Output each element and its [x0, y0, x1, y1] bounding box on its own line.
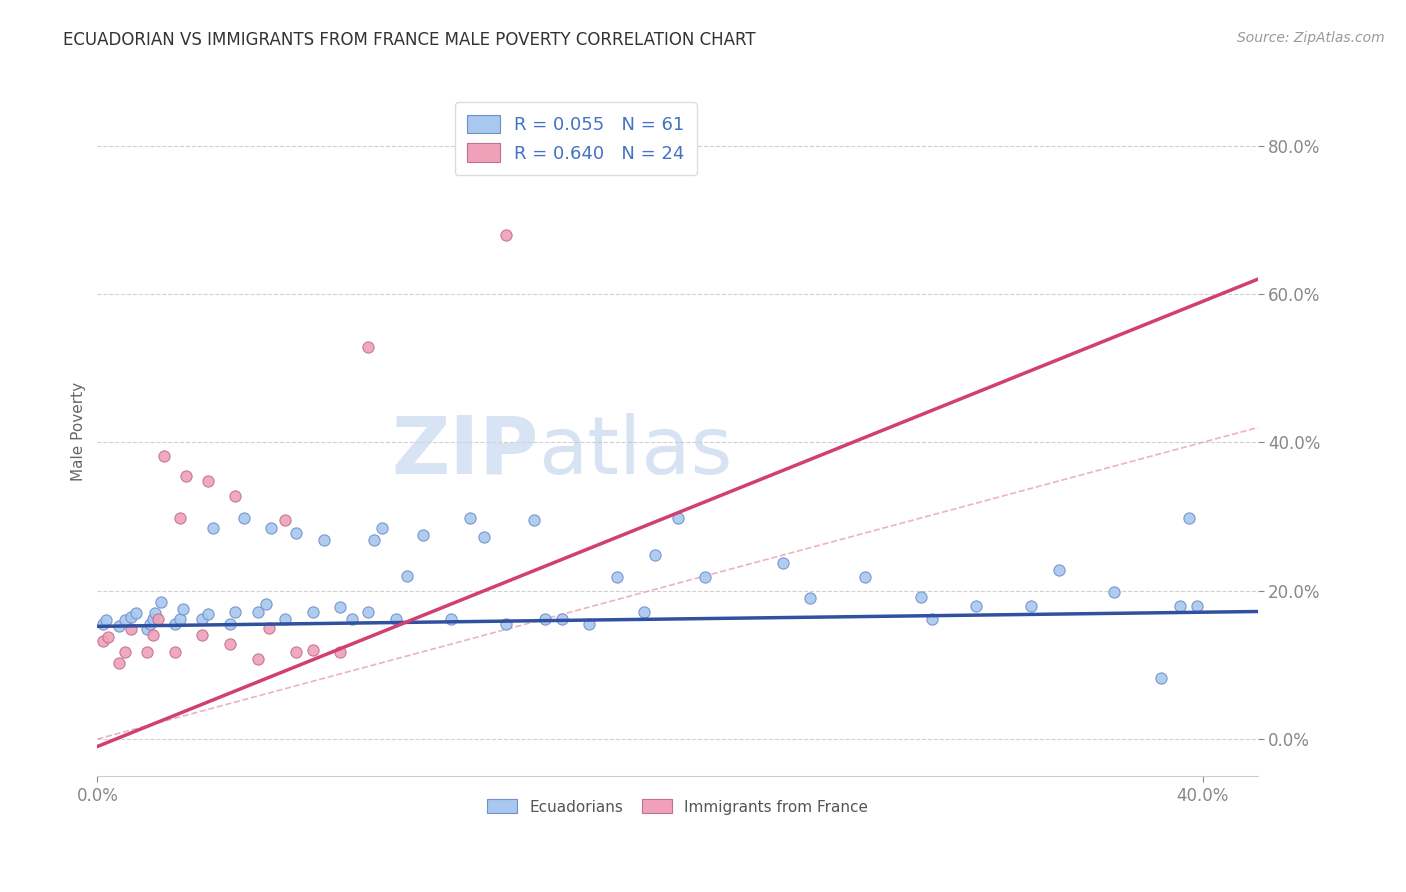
Point	[329, 644, 352, 658]
Point	[163, 644, 186, 658]
Point	[472, 530, 495, 544]
Point	[274, 513, 297, 527]
Point	[799, 591, 821, 606]
Point	[606, 570, 628, 584]
Point	[302, 605, 325, 619]
Point	[232, 511, 254, 525]
Point	[172, 602, 194, 616]
Text: atlas: atlas	[538, 413, 733, 491]
Point	[1177, 511, 1199, 525]
Point	[695, 570, 717, 584]
Point	[1047, 563, 1070, 577]
Point	[260, 521, 283, 535]
Point	[246, 652, 269, 666]
Point	[772, 556, 794, 570]
Point	[534, 612, 557, 626]
Point	[921, 612, 943, 626]
Point	[91, 617, 114, 632]
Point	[274, 612, 297, 626]
Point	[1170, 599, 1192, 613]
Point	[174, 468, 197, 483]
Point	[120, 609, 142, 624]
Point	[523, 513, 546, 527]
Point	[550, 612, 572, 626]
Point	[495, 227, 517, 242]
Point	[495, 617, 517, 632]
Point	[191, 628, 214, 642]
Point	[136, 644, 159, 658]
Point	[224, 489, 246, 503]
Point	[329, 600, 352, 615]
Point	[136, 623, 159, 637]
Y-axis label: Male Poverty: Male Poverty	[72, 382, 86, 481]
Point	[91, 634, 114, 648]
Point	[578, 617, 600, 632]
Point	[108, 619, 131, 633]
Point	[142, 612, 165, 626]
Point	[363, 533, 385, 548]
Point	[94, 614, 117, 628]
Point	[285, 525, 308, 540]
Point	[114, 614, 136, 628]
Text: ZIP: ZIP	[391, 413, 538, 491]
Point	[97, 630, 120, 644]
Point	[146, 612, 169, 626]
Point	[219, 637, 242, 651]
Point	[120, 623, 142, 637]
Point	[114, 644, 136, 658]
Point	[108, 657, 131, 671]
Point	[666, 511, 689, 525]
Point	[1019, 599, 1042, 613]
Point	[145, 606, 167, 620]
Point	[142, 628, 165, 642]
Point	[395, 569, 418, 583]
Point	[285, 644, 308, 658]
Point	[197, 607, 219, 622]
Point	[910, 590, 932, 604]
Point	[384, 612, 406, 626]
Legend: Ecuadorians, Immigrants from France: Ecuadorians, Immigrants from France	[478, 790, 877, 823]
Point	[855, 570, 877, 584]
Point	[202, 521, 225, 535]
Point	[412, 528, 434, 542]
Point	[125, 606, 148, 620]
Point	[340, 612, 363, 626]
Point	[1150, 671, 1173, 685]
Point	[371, 521, 394, 535]
Point	[460, 511, 482, 525]
Point	[152, 449, 174, 463]
Point	[191, 612, 214, 626]
Point	[224, 605, 246, 619]
Point	[197, 474, 219, 488]
Point	[246, 605, 269, 619]
Point	[312, 533, 335, 548]
Point	[257, 621, 280, 635]
Point	[1185, 599, 1208, 613]
Point	[169, 612, 191, 626]
Point	[169, 511, 191, 525]
Point	[219, 617, 242, 632]
Point	[1102, 585, 1125, 599]
Point	[302, 643, 325, 657]
Point	[357, 341, 380, 355]
Text: ECUADORIAN VS IMMIGRANTS FROM FRANCE MALE POVERTY CORRELATION CHART: ECUADORIAN VS IMMIGRANTS FROM FRANCE MAL…	[63, 31, 756, 49]
Text: Source: ZipAtlas.com: Source: ZipAtlas.com	[1237, 31, 1385, 45]
Point	[633, 605, 655, 619]
Point	[139, 617, 162, 632]
Point	[644, 548, 666, 562]
Point	[254, 597, 277, 611]
Point	[149, 595, 172, 609]
Point	[163, 617, 186, 632]
Point	[357, 605, 380, 619]
Point	[440, 612, 463, 626]
Point	[965, 599, 987, 613]
